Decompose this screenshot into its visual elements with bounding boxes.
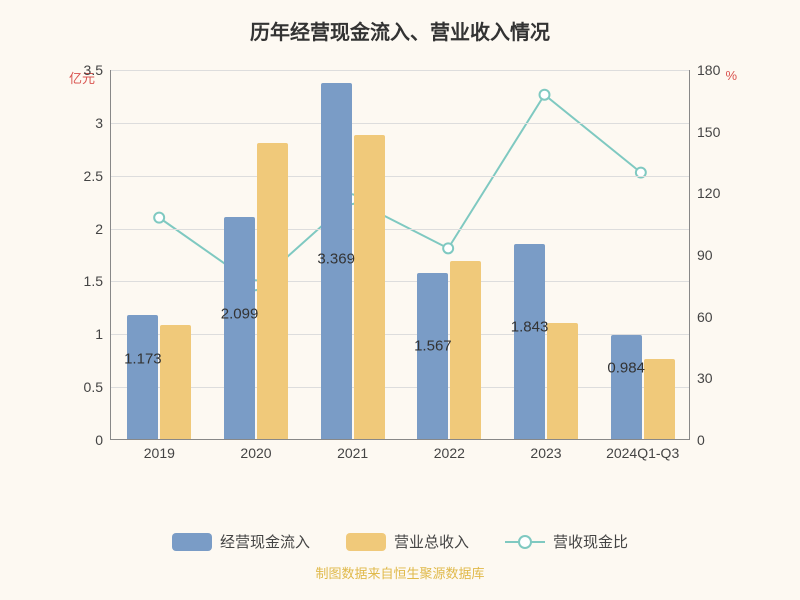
- bar: [160, 325, 191, 439]
- ytick-left: 2.5: [84, 168, 111, 184]
- bar: [127, 315, 158, 439]
- plot-area: 亿元 % 00.511.522.533.50306090120150180201…: [110, 70, 690, 440]
- gridline: [111, 123, 689, 124]
- bar: [644, 359, 675, 439]
- legend-swatch-bar1: [172, 533, 212, 551]
- chart-title: 历年经营现金流入、营业收入情况: [0, 0, 800, 45]
- xtick: 2020: [240, 439, 271, 461]
- ytick-right: 0: [689, 432, 705, 448]
- gridline: [111, 176, 689, 177]
- xtick: 2023: [530, 439, 561, 461]
- bar: [224, 217, 255, 439]
- ytick-left: 0: [95, 432, 111, 448]
- legend-swatch-bar2: [346, 533, 386, 551]
- bar-value-label: 1.173: [124, 350, 162, 367]
- legend-item-bar2: 营业总收入: [346, 531, 469, 552]
- gridline: [111, 387, 689, 388]
- ytick-left: 3: [95, 115, 111, 131]
- bar: [514, 244, 545, 439]
- ytick-left: 1: [95, 326, 111, 342]
- bar-value-label: 1.843: [511, 319, 549, 336]
- y-right-axis-label: %: [725, 68, 737, 83]
- bar: [354, 135, 385, 439]
- xtick: 2024Q1-Q3: [606, 439, 679, 461]
- legend-swatch-line: [505, 541, 545, 543]
- ytick-right: 150: [689, 124, 720, 140]
- ytick-right: 30: [689, 370, 713, 386]
- chart-area: 亿元 % 00.511.522.533.50306090120150180201…: [60, 60, 740, 480]
- bar: [611, 335, 642, 439]
- ytick-left: 3.5: [84, 62, 111, 78]
- legend-item-bar1: 经营现金流入: [172, 531, 310, 552]
- bar: [257, 143, 288, 439]
- xtick: 2021: [337, 439, 368, 461]
- xtick: 2022: [434, 439, 465, 461]
- ytick-right: 90: [689, 247, 713, 263]
- bar-value-label: 0.984: [607, 359, 645, 376]
- bar: [417, 273, 448, 439]
- gridline: [111, 334, 689, 335]
- gridline: [111, 70, 689, 71]
- ytick-right: 180: [689, 62, 720, 78]
- legend-label-line: 营收现金比: [553, 531, 628, 552]
- ytick-left: 2: [95, 221, 111, 237]
- bar-value-label: 2.099: [221, 306, 259, 323]
- legend-item-line: 营收现金比: [505, 531, 628, 552]
- gridline: [111, 229, 689, 230]
- bar: [547, 323, 578, 439]
- ytick-right: 60: [689, 309, 713, 325]
- ytick-left: 0.5: [84, 379, 111, 395]
- legend-label-bar2: 营业总收入: [394, 531, 469, 552]
- line-series-svg: [111, 70, 689, 439]
- legend: 经营现金流入 营业总收入 营收现金比: [0, 531, 800, 552]
- ytick-left: 1.5: [84, 273, 111, 289]
- chart-footer: 制图数据来自恒生聚源数据库: [0, 563, 800, 582]
- ytick-right: 120: [689, 185, 720, 201]
- bar: [450, 261, 481, 439]
- gridline: [111, 281, 689, 282]
- xtick: 2019: [144, 439, 175, 461]
- bar-value-label: 3.369: [317, 250, 355, 267]
- legend-label-bar1: 经营现金流入: [220, 531, 310, 552]
- bar-value-label: 1.567: [414, 337, 452, 354]
